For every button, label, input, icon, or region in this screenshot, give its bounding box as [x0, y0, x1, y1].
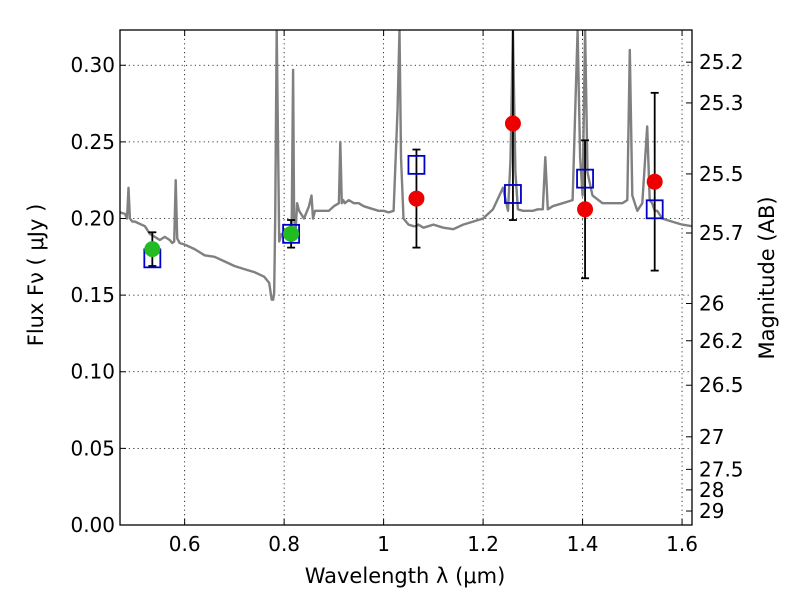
y-tick-label: 0.15 — [70, 283, 115, 307]
model-square-point — [645, 199, 664, 220]
mag-tick-label: 26.5 — [699, 373, 744, 397]
model-square-point — [407, 154, 426, 175]
mag-tick-label: 29 — [699, 499, 724, 523]
photometry-point — [144, 241, 161, 258]
mag-tick-label: 25.5 — [699, 162, 744, 186]
spectrum-layer — [120, 30, 692, 301]
model-square-point — [504, 184, 522, 204]
plot-frame — [119, 29, 693, 526]
x-tick-label: 1.4 — [567, 532, 599, 556]
y-tick-label: 0.25 — [70, 130, 115, 154]
mag-tick-label: 26 — [699, 291, 724, 315]
y-axis-right-label: Magnitude (AB) — [755, 196, 779, 359]
y-tick-label: 0.20 — [70, 206, 115, 230]
x-tick-label: 0.6 — [169, 532, 201, 556]
photometry-point — [408, 190, 425, 207]
x-tick-label: 1.2 — [467, 532, 499, 556]
mag-tick-label: 28 — [699, 478, 724, 502]
y-tick-label: 0.00 — [70, 513, 115, 537]
marker-layer — [143, 115, 664, 269]
y-axis-label: Flux Fν ( μJy ) — [24, 204, 48, 347]
y-tick-label: 0.30 — [70, 53, 115, 77]
grid — [120, 30, 692, 526]
photometry-point — [577, 201, 594, 218]
mag-tick-label: 25.2 — [699, 50, 744, 74]
model-square-point — [576, 168, 594, 189]
x-tick-label: 0.8 — [268, 532, 300, 556]
x-tick-label: 1 — [377, 532, 390, 556]
x-axis-label: Wavelength λ (μm) — [305, 564, 506, 588]
photometry-point — [504, 115, 521, 132]
mag-tick-label: 25.7 — [699, 221, 744, 245]
mag-tick-label: 27 — [699, 425, 724, 449]
mag-tick-label: 25.3 — [699, 91, 744, 115]
photometry-point — [646, 173, 663, 190]
y-tick-label: 0.05 — [70, 436, 115, 460]
mag-tick-label: 27.5 — [699, 457, 744, 481]
mag-tick-label: 26.2 — [699, 329, 744, 353]
axes-box — [119, 29, 693, 526]
x-tick-label: 1.6 — [666, 532, 698, 556]
y-tick-label: 0.10 — [70, 360, 115, 384]
axis-ticks: 0.6 0.8 1 1.2 1.4 1.6 0.00 0.05 0.10 0.15 0.20 0.25… — [70, 30, 744, 556]
spectrum-line — [120, 30, 692, 301]
photometry-point — [283, 225, 300, 242]
